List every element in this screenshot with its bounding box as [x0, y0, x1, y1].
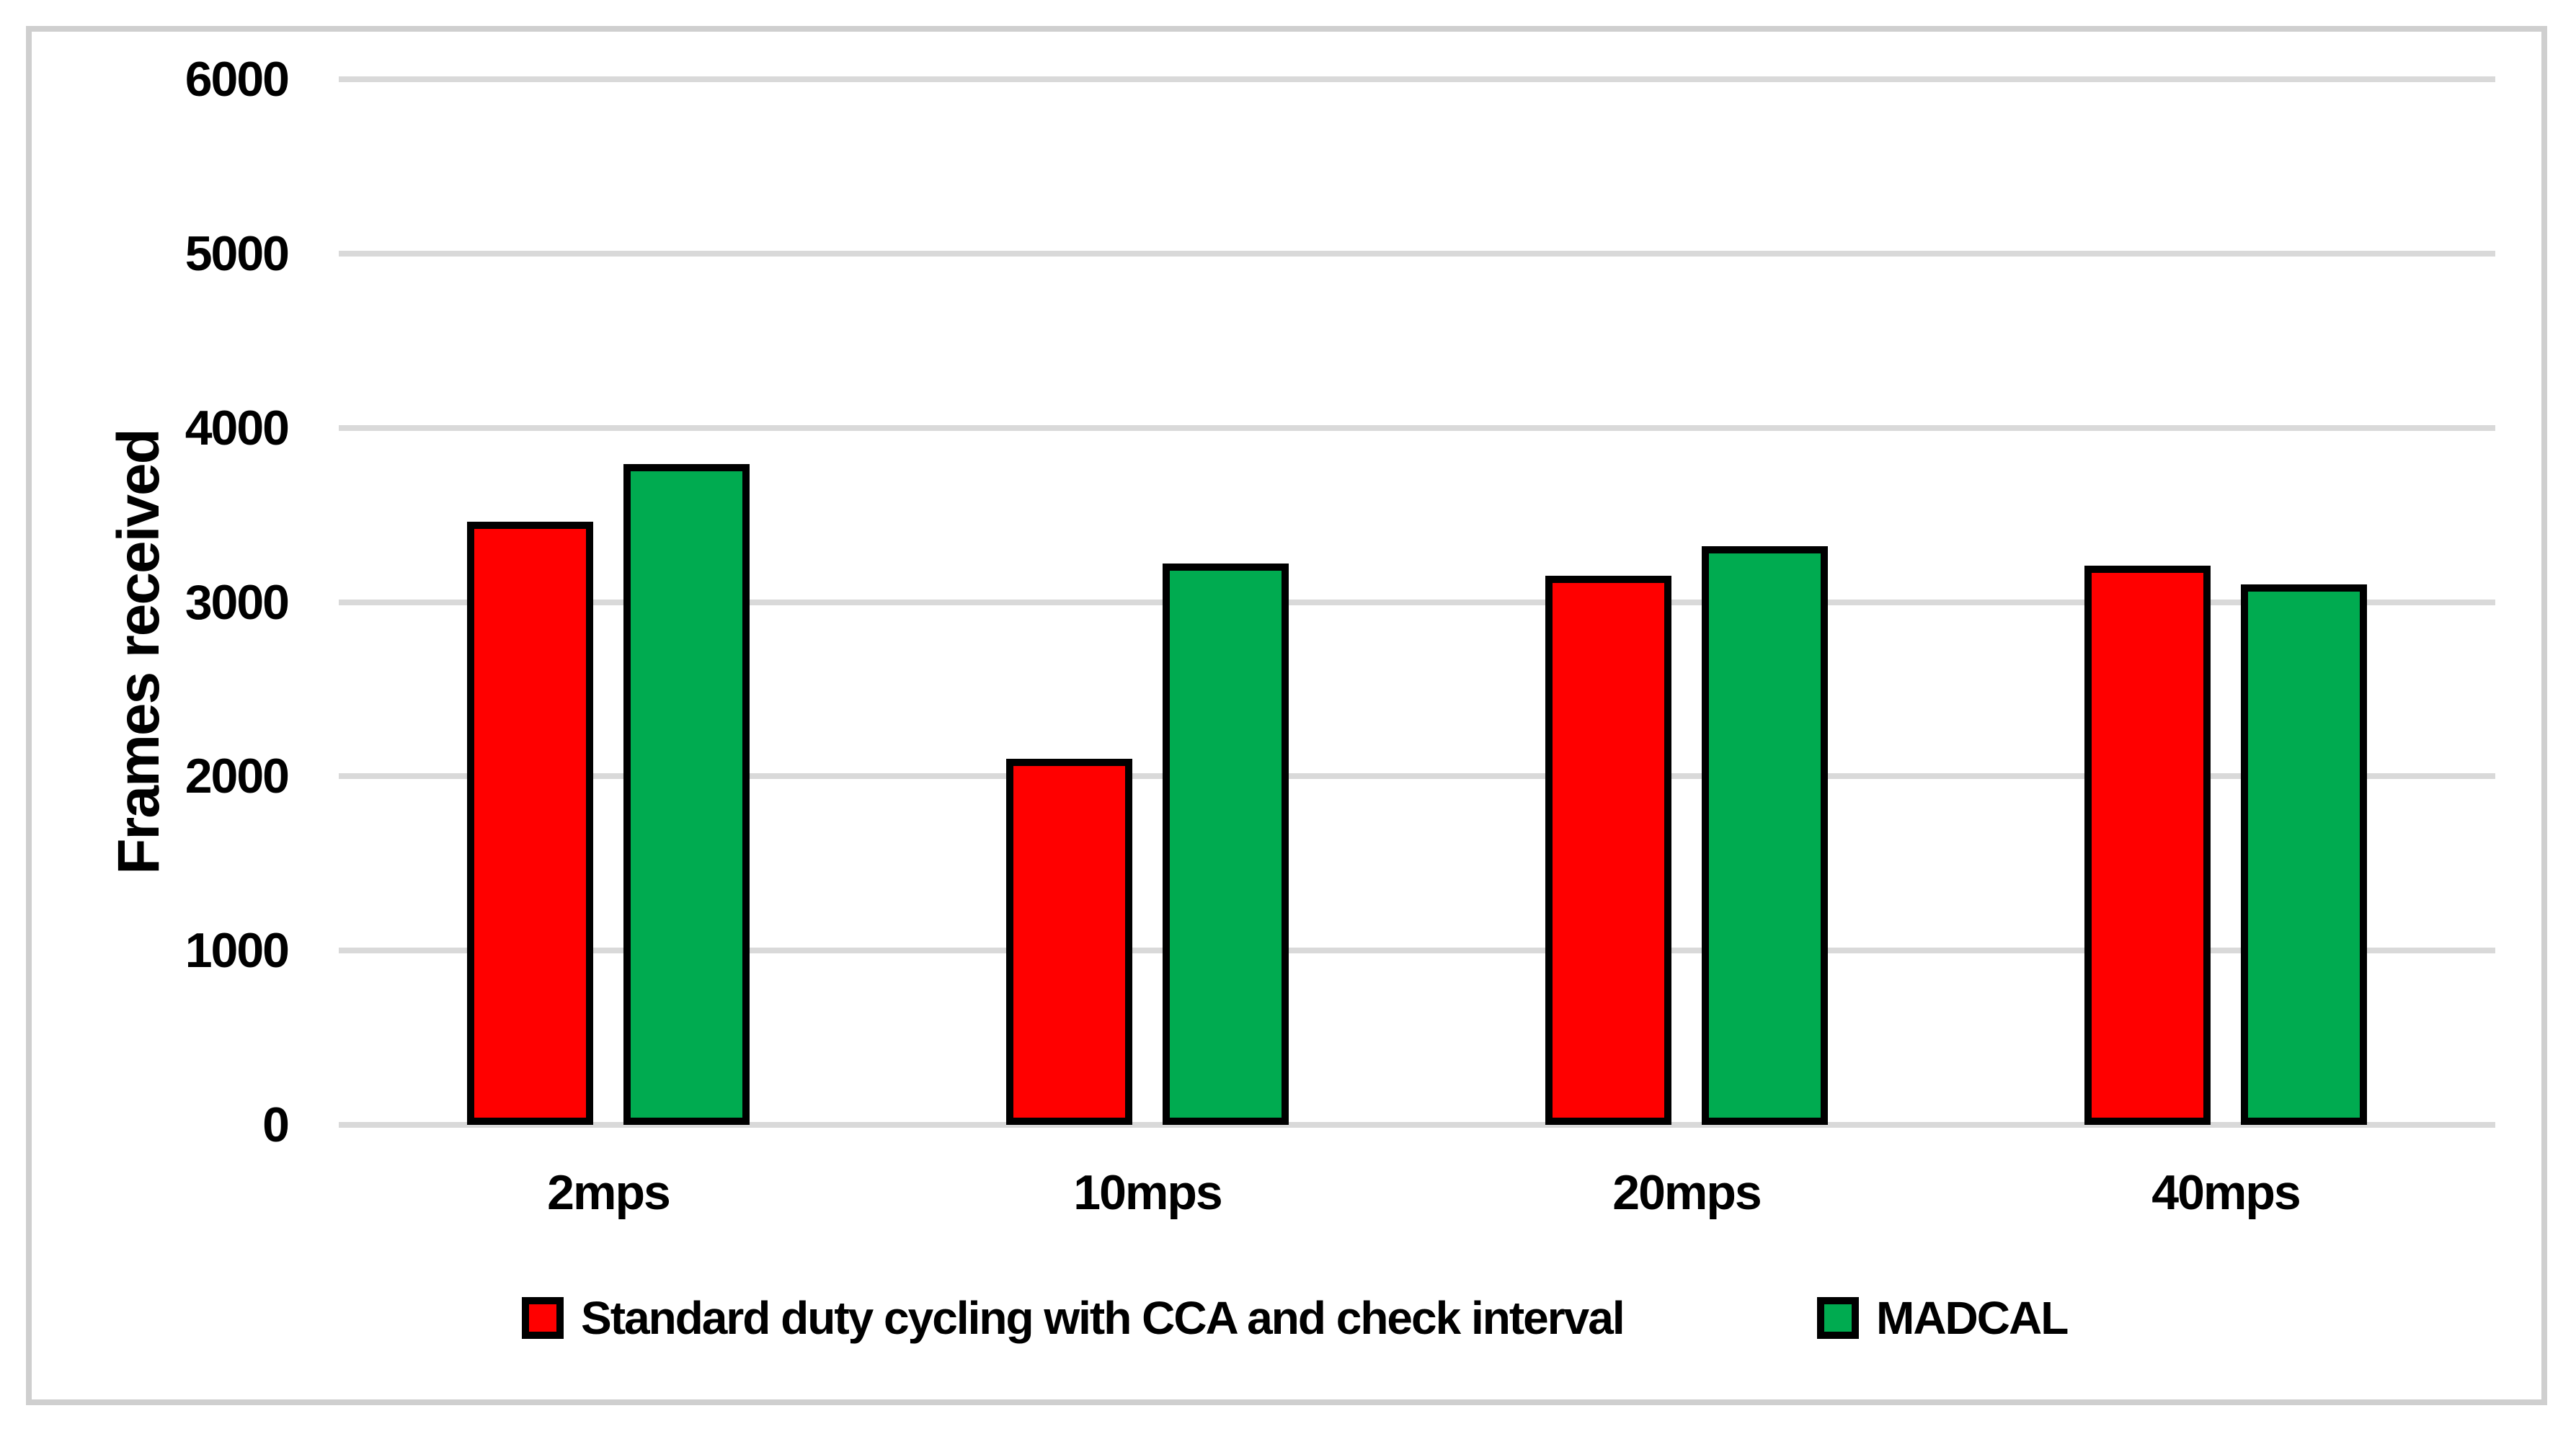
bar-2mps-standard — [467, 522, 593, 1125]
bar-20mps-madcal — [1702, 546, 1828, 1125]
plot-area — [339, 76, 2495, 1128]
x-axis-label-2mps: 2mps — [547, 1165, 671, 1220]
gridline-y-2000 — [339, 773, 2495, 780]
gridline-y-1000 — [339, 948, 2495, 954]
gridline-y-3000 — [339, 599, 2495, 605]
bar-40mps-madcal — [2241, 584, 2367, 1125]
gridline-y-6000 — [339, 76, 2495, 82]
bar-40mps-standard — [2084, 565, 2211, 1125]
y-tick-label-2000: 2000 — [185, 749, 290, 804]
x-axis-label-20mps: 20mps — [1612, 1165, 1762, 1220]
bar-2mps-madcal — [623, 464, 750, 1125]
legend-label-standard: Standard duty cycling with CCA and check… — [581, 1292, 1625, 1344]
legend-swatch-madcal — [1817, 1297, 1859, 1339]
bar-10mps-standard — [1006, 759, 1132, 1125]
gridline-y-4000 — [339, 424, 2495, 431]
y-tick-label-3000: 3000 — [185, 574, 290, 630]
bar-20mps-standard — [1545, 576, 1671, 1125]
y-axis-title: Frames received — [106, 429, 172, 875]
bar-10mps-madcal — [1163, 564, 1289, 1125]
gridline-y-0 — [339, 1122, 2495, 1128]
legend-label-madcal: MADCAL — [1876, 1292, 2069, 1344]
y-tick-label-1000: 1000 — [185, 923, 290, 979]
legend-swatch-standard — [522, 1297, 564, 1339]
y-tick-label-0: 0 — [262, 1097, 290, 1152]
y-tick-label-4000: 4000 — [185, 400, 290, 455]
x-axis-label-10mps: 10mps — [1073, 1165, 1222, 1220]
gridline-y-5000 — [339, 250, 2495, 257]
x-axis-label-40mps: 40mps — [2151, 1165, 2301, 1220]
y-tick-label-6000: 6000 — [185, 52, 290, 107]
y-tick-label-5000: 5000 — [185, 226, 290, 281]
